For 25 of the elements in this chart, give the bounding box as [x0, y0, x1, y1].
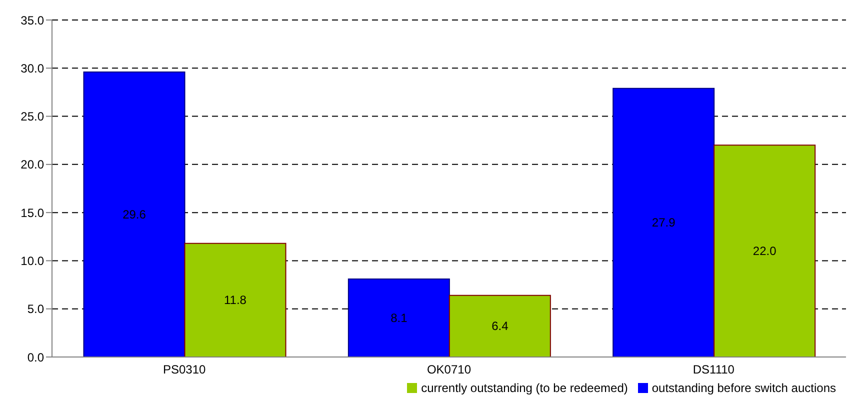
bar	[714, 144, 816, 357]
y-tick-label: 10.0	[20, 254, 44, 268]
data-label: 11.8	[224, 293, 247, 308]
x-tick-label: OK0710	[426, 362, 472, 377]
y-tick-label: 20.0	[20, 158, 44, 172]
y-tick-label: 15.0	[20, 206, 44, 220]
data-label: 8.1	[390, 311, 408, 326]
bar	[612, 88, 715, 357]
y-tick-label: 25.0	[20, 110, 44, 124]
data-label: 6.4	[492, 319, 509, 334]
data-label: 29.6	[122, 207, 146, 222]
y-tick-label: 35.0	[20, 13, 44, 28]
bar	[184, 242, 286, 357]
data-label: 27.9	[652, 216, 676, 230]
data-label: 22.0	[752, 244, 777, 258]
bar	[83, 71, 186, 357]
legend-label: outstanding before switch auctions	[652, 381, 836, 395]
x-tick-label: PS0310	[162, 362, 206, 377]
bar	[348, 278, 450, 357]
x-tick-label: DS1110	[692, 362, 735, 377]
y-tick-label: 0.0	[27, 350, 44, 364]
y-tick-label: 30.0	[20, 61, 44, 76]
legend-label: currently outstanding (to be redeemed)	[421, 381, 628, 395]
bar	[448, 294, 551, 357]
y-tick-label: 5.0	[27, 302, 44, 316]
